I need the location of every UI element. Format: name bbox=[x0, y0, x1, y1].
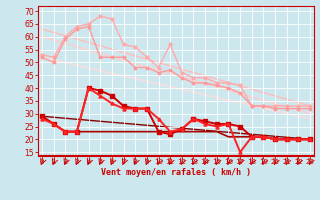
X-axis label: Vent moyen/en rafales ( km/h ): Vent moyen/en rafales ( km/h ) bbox=[101, 168, 251, 177]
